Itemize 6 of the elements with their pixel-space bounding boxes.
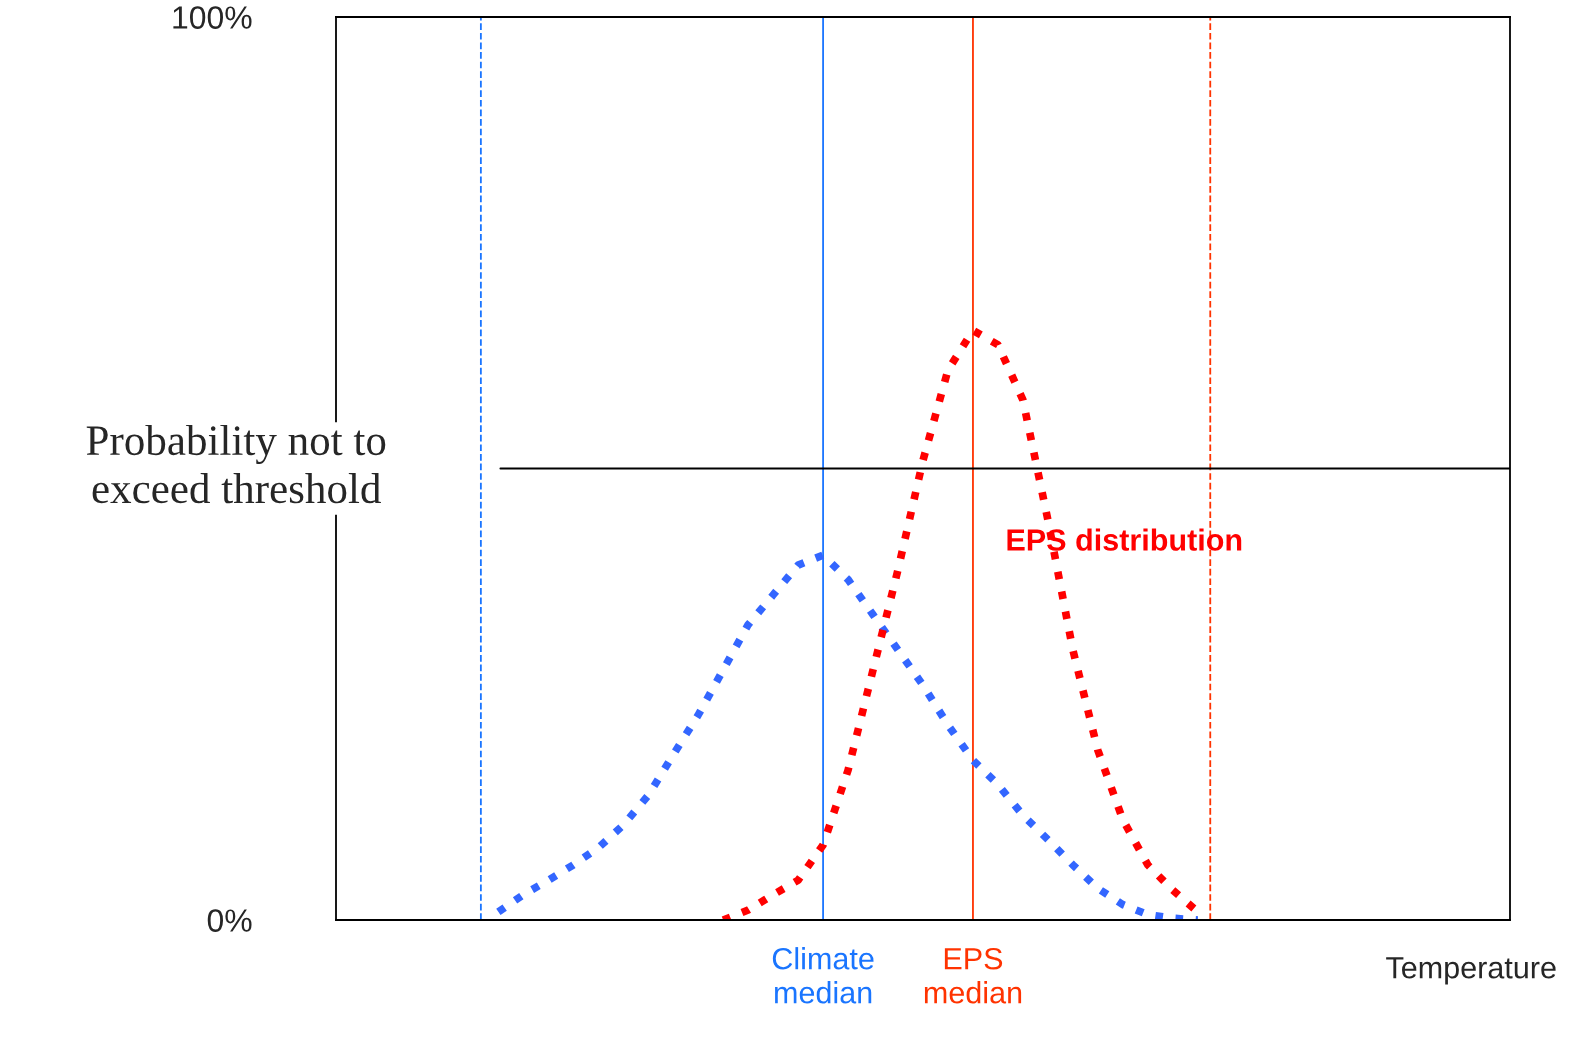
- y-tick-label: 0%: [207, 909, 252, 932]
- y-tick-label: 100%: [173, 6, 252, 29]
- y-axis-title: Probability not to exceed threshold: [86, 424, 386, 504]
- text: EPS median: [924, 947, 1022, 1004]
- x-axis-title: Temperature: [1386, 957, 1556, 985]
- text: Climate median: [772, 947, 874, 1004]
